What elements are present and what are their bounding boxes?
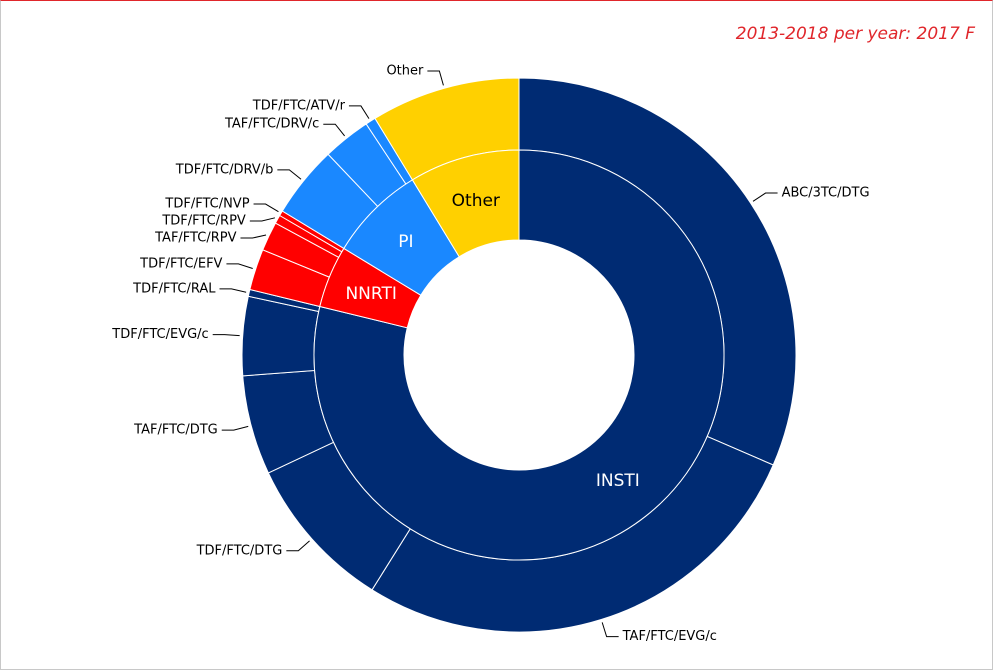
segment-label: TDF/FTC/EFV <box>139 256 222 271</box>
segment-label: TDF/FTC/NVP <box>164 197 249 212</box>
segment-label: TDF/FTC/DTG <box>196 543 283 558</box>
leader-line <box>277 169 302 180</box>
chart-title: 2013-2018 per year: 2017 F <box>736 24 975 44</box>
leader-line <box>253 203 279 213</box>
segment-label: TDF/FTC/ATV/r <box>252 98 346 113</box>
leader-line <box>219 288 247 293</box>
group-label: INSTI <box>596 471 640 491</box>
leader-line <box>286 540 310 552</box>
inner-segment <box>411 149 520 258</box>
leader-line <box>601 622 619 638</box>
leader-line <box>752 192 778 202</box>
leader-line <box>348 105 370 119</box>
leader-line <box>240 234 267 239</box>
group-label: Other <box>452 191 500 211</box>
leader-line <box>249 217 276 222</box>
leader-line <box>427 70 444 86</box>
segment-label: TDF/FTC/RAL <box>132 281 216 296</box>
segment-label: TDF/FTC/RPV <box>161 214 246 229</box>
segment-label: TAF/FTC/EVG/c <box>622 629 717 644</box>
segment-label: Other <box>386 63 424 78</box>
segment-label: TAF/FTC/DRV/c <box>224 117 319 132</box>
leader-line <box>221 425 249 431</box>
leader-line <box>226 263 253 269</box>
segment-label: TAF/FTC/RPV <box>154 231 236 246</box>
segment-label: TDF/FTC/DRV/b <box>175 162 274 177</box>
leader-line <box>212 334 240 337</box>
segment-label: TAF/FTC/DTG <box>133 423 218 438</box>
inner-segment <box>313 149 725 561</box>
leader-line <box>323 123 346 137</box>
segment-label: TDF/FTC/EVG/c <box>111 327 208 342</box>
segment-label: ABC/3TC/DTG <box>782 186 870 201</box>
group-label: NNRTI <box>345 284 396 304</box>
group-label: PI <box>398 232 413 252</box>
